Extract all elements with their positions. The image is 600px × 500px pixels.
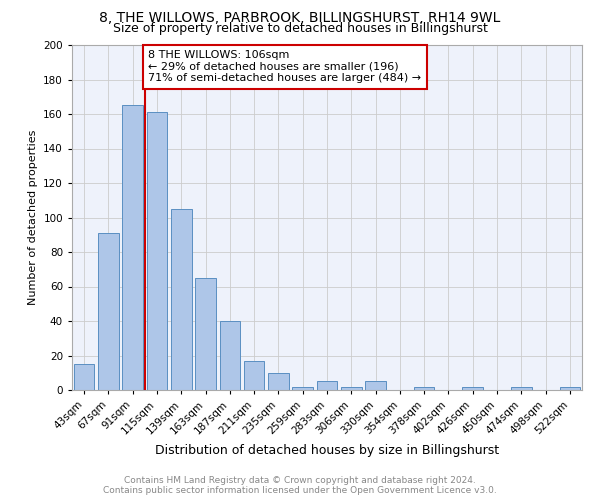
Bar	[560, 386, 580, 390]
Bar	[317, 382, 337, 390]
Bar	[171, 209, 191, 390]
Bar	[365, 382, 386, 390]
Bar	[244, 360, 265, 390]
X-axis label: Distribution of detached houses by size in Billingshurst: Distribution of detached houses by size …	[155, 444, 499, 457]
Bar	[74, 364, 94, 390]
Text: Contains HM Land Registry data © Crown copyright and database right 2024.
Contai: Contains HM Land Registry data © Crown c…	[103, 476, 497, 495]
Text: 8 THE WILLOWS: 106sqm
← 29% of detached houses are smaller (196)
71% of semi-det: 8 THE WILLOWS: 106sqm ← 29% of detached …	[149, 50, 422, 84]
Text: 8, THE WILLOWS, PARBROOK, BILLINGSHURST, RH14 9WL: 8, THE WILLOWS, PARBROOK, BILLINGSHURST,…	[100, 11, 500, 25]
Bar	[195, 278, 216, 390]
Y-axis label: Number of detached properties: Number of detached properties	[28, 130, 38, 305]
Bar	[463, 386, 483, 390]
Bar	[341, 386, 362, 390]
Bar	[511, 386, 532, 390]
Bar	[268, 373, 289, 390]
Bar	[122, 106, 143, 390]
Text: Size of property relative to detached houses in Billingshurst: Size of property relative to detached ho…	[113, 22, 487, 35]
Bar	[414, 386, 434, 390]
Bar	[220, 321, 240, 390]
Bar	[146, 112, 167, 390]
Bar	[292, 386, 313, 390]
Bar	[98, 233, 119, 390]
